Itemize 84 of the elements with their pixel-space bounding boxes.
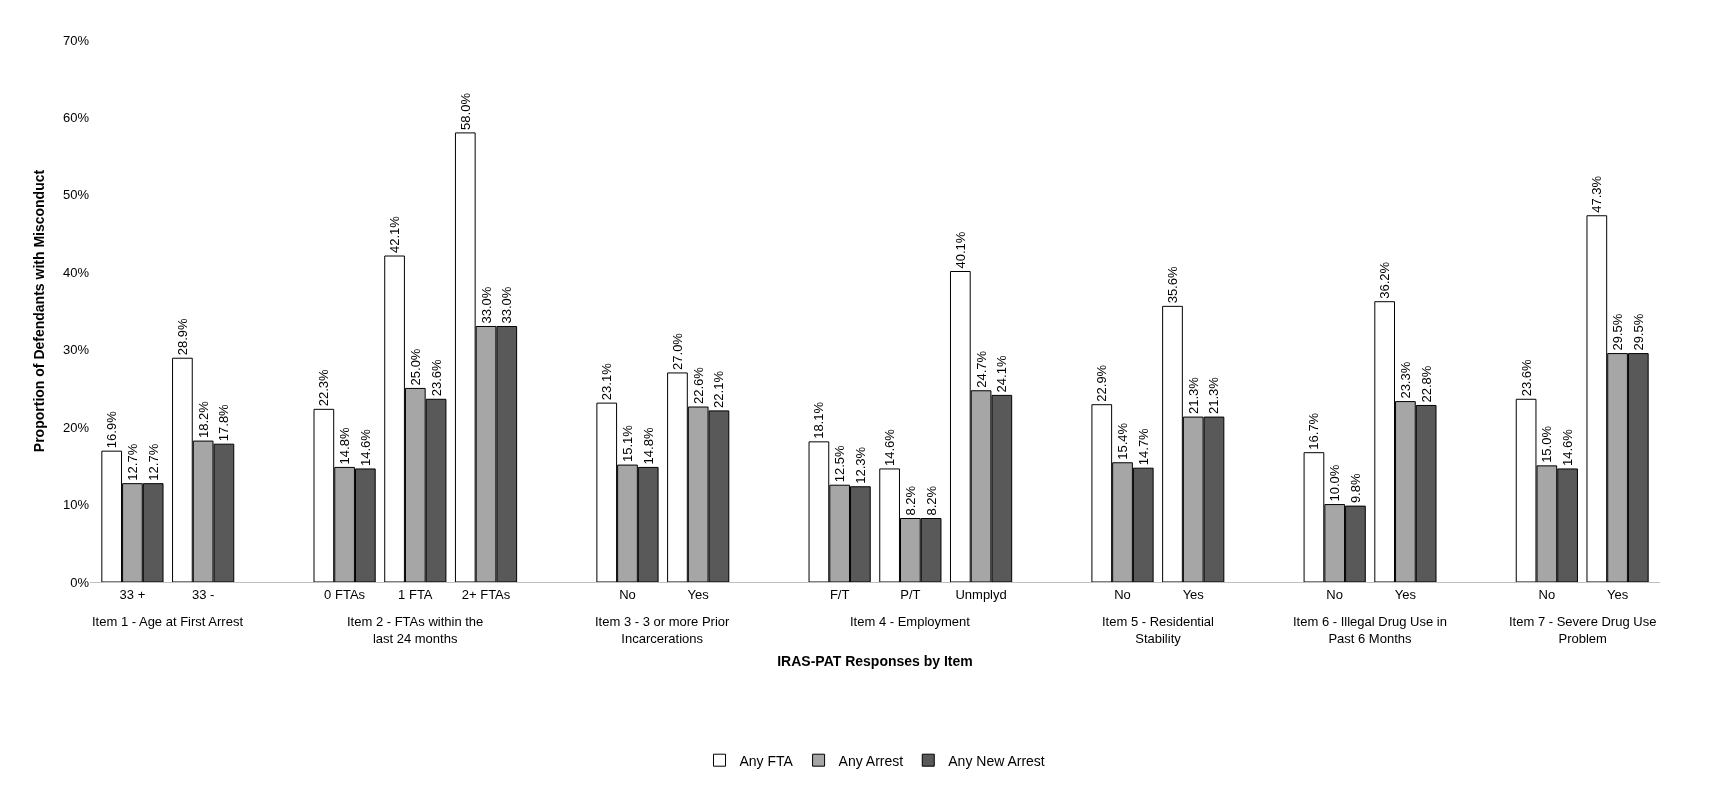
y-tick-label: 50%	[62, 187, 90, 203]
x-tick-label: No	[1538, 586, 1556, 602]
data-label: 23.6%	[1518, 358, 1534, 397]
text: Item 3 - 3 or more Prior Incarcerations	[595, 614, 731, 646]
legend-label: Any Arrest	[838, 752, 904, 769]
data-label: 15.4%	[1115, 422, 1131, 460]
data-label: 22.8%	[1418, 365, 1434, 403]
data-label: 16.9%	[104, 410, 120, 449]
y-tick-label: 40%	[62, 264, 90, 280]
text: Item 6 - Illegal Drug Use in Past 6 Months	[1293, 614, 1447, 646]
x-tick-label: 33 +	[119, 586, 146, 602]
y-tick-label: 10%	[62, 497, 90, 513]
data-label: 21.3%	[1185, 376, 1201, 415]
data-label: 24.7%	[973, 350, 989, 388]
data-label: 9.8%	[1347, 473, 1363, 504]
data-label: 15.0%	[1539, 425, 1555, 463]
x-tick-label: Yes	[1606, 586, 1629, 602]
data-label: 29.5%	[1630, 313, 1646, 351]
data-label: 17.8%	[216, 403, 232, 442]
x-tick-label: P/T	[900, 586, 921, 602]
data-label: 33.0%	[499, 286, 515, 324]
data-label: 58.0%	[457, 92, 473, 130]
data-label: 14.8%	[337, 427, 353, 465]
text: Item 5 - Residential Stability	[1102, 614, 1215, 646]
data-label: 12.7%	[124, 443, 140, 481]
data-label: 23.1%	[599, 362, 615, 401]
x-tick-label: Yes	[1394, 586, 1417, 602]
data-label: 23.6%	[428, 358, 444, 397]
data-label: 22.1%	[711, 370, 727, 408]
x-tick-label: No	[1114, 586, 1131, 602]
data-label: 22.9%	[1094, 364, 1110, 402]
data-label: 40.1%	[952, 231, 968, 269]
data-label: 28.9%	[174, 317, 190, 356]
x-tick-label: 1 FTA	[398, 586, 433, 602]
data-label: 12.3%	[852, 446, 868, 484]
x-tick-label: 33 -	[191, 586, 215, 602]
x-tick-label: Yes	[1182, 586, 1205, 602]
data-label: 33.0%	[478, 286, 494, 324]
y-tick-label: 0%	[70, 574, 90, 590]
text: Item 2 - FTAs within the last 24 months	[347, 614, 484, 646]
x-tick-label: F/T	[829, 586, 850, 602]
text: Item 1 - Age at First Arrest	[92, 614, 244, 629]
data-label: 47.3%	[1589, 175, 1605, 213]
x-tick-label: Yes	[687, 586, 710, 602]
data-label: 27.0%	[669, 332, 685, 370]
data-label: 16.7%	[1306, 412, 1322, 450]
x-tick-label: 0 FTAs	[324, 586, 366, 602]
data-label: 14.6%	[882, 428, 898, 466]
data-label: 12.5%	[832, 444, 848, 483]
data-label: 8.2%	[923, 485, 939, 516]
data-label: 10.0%	[1327, 464, 1343, 502]
y-axis-title: Proportion of Defendants with Misconduct	[30, 169, 47, 453]
data-label: 42.1%	[387, 215, 403, 254]
data-label: 18.1%	[811, 401, 827, 439]
x-axis-title: IRAS-PAT Responses by Item	[777, 652, 973, 669]
data-label: 14.7%	[1135, 427, 1151, 466]
data-label: 36.2%	[1377, 261, 1393, 299]
data-label: 8.2%	[902, 485, 918, 516]
data-label: 21.3%	[1206, 376, 1222, 415]
data-label: 23.3%	[1397, 361, 1413, 399]
x-tick-label: No	[619, 586, 636, 602]
data-label: 22.3%	[316, 369, 332, 407]
y-tick-label: 20%	[62, 419, 90, 435]
data-label: 14.6%	[1560, 428, 1576, 466]
text: Item 4 - Employment	[850, 614, 971, 629]
legend-label: Any FTA	[739, 752, 794, 769]
data-label: 22.6%	[690, 366, 706, 405]
data-label: 25.0%	[407, 348, 423, 386]
data-label: 14.6%	[357, 428, 373, 466]
data-label: 12.7%	[145, 443, 161, 481]
y-tick-label: 60%	[62, 109, 90, 125]
y-tick-label: 30%	[62, 342, 90, 358]
data-label: 24.1%	[994, 355, 1010, 393]
data-label: 35.6%	[1164, 266, 1180, 304]
data-label: 18.2%	[195, 400, 211, 439]
data-label: 15.1%	[619, 424, 635, 463]
data-label: 29.5%	[1610, 313, 1626, 351]
y-tick-label: 70%	[62, 32, 90, 48]
text: Item 7 - Severe Drug Use Problem	[1509, 614, 1657, 646]
data-label: 14.8%	[640, 427, 656, 465]
legend-label: Any New Arrest	[948, 752, 1045, 769]
x-tick-label: 2+ FTAs	[461, 586, 511, 602]
x-tick-label: Unmplyd	[955, 586, 1007, 602]
x-tick-label: No	[1326, 586, 1343, 602]
